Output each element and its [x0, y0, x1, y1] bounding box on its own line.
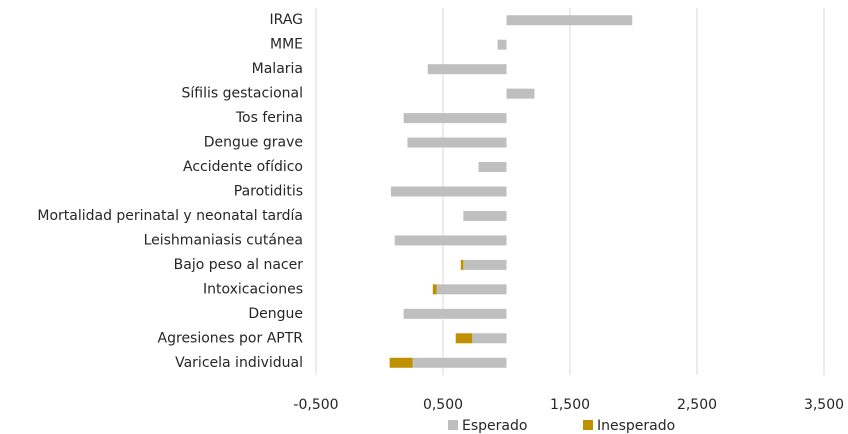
legend-label: Esperado	[462, 418, 527, 434]
bar	[432, 284, 437, 295]
bar	[394, 235, 507, 246]
bar	[436, 284, 507, 295]
bar	[460, 259, 464, 270]
x-tick-label: -0,500	[293, 397, 338, 413]
y-tick-label: Parotiditis	[234, 184, 303, 200]
bar	[412, 357, 507, 368]
y-tick-label: Malaria	[252, 61, 303, 77]
y-tick-label: Accidente ofídico	[183, 159, 303, 175]
y-tick-label: Leishmaniasis cutánea	[144, 232, 303, 248]
bar	[478, 162, 507, 173]
x-tick-label: 1,500	[550, 397, 590, 413]
legend-swatch	[583, 420, 593, 430]
y-tick-label: Bajo peso al nacer	[174, 257, 304, 273]
legend-swatch	[448, 420, 458, 430]
bar	[427, 64, 507, 75]
y-tick-label: IRAG	[270, 12, 303, 28]
legend-label: Inesperado	[597, 418, 675, 434]
y-tick-label: Intoxicaciones	[203, 281, 303, 297]
bar	[472, 333, 507, 344]
y-tick-label: Dengue	[248, 306, 303, 322]
bar	[463, 210, 507, 221]
y-tick-label: Tos ferina	[235, 110, 303, 126]
y-tick-label: Sífilis gestacional	[182, 86, 303, 102]
x-tick-label: 2,500	[677, 397, 717, 413]
y-tick-label: Dengue grave	[204, 135, 303, 151]
bar	[463, 259, 507, 270]
y-tick-label: Mortalidad perinatal y neonatal tardía	[37, 208, 303, 224]
bar	[407, 137, 507, 148]
bar	[506, 15, 633, 26]
y-tick-label: Agresiones por APTR	[158, 330, 304, 346]
y-tick-label: MME	[270, 37, 303, 53]
bar	[390, 186, 507, 197]
x-tick-label: 0,500	[423, 397, 463, 413]
x-tick-label: 3,500	[804, 397, 844, 413]
bar	[455, 333, 473, 344]
y-tick-label: Varicela individual	[175, 355, 303, 371]
bar	[497, 39, 507, 50]
bar	[403, 113, 507, 124]
bar	[389, 357, 413, 368]
bar	[403, 308, 507, 319]
bar	[506, 88, 535, 99]
